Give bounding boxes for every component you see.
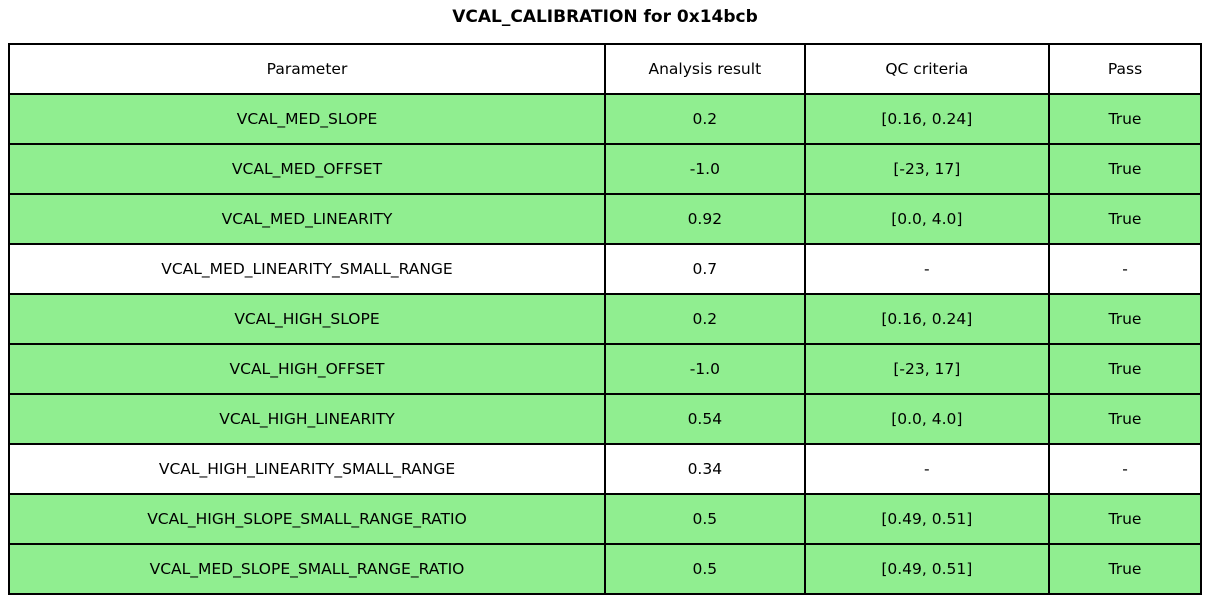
cell-qc-criteria: [-23, 17] [803,343,1051,395]
table-body: VCAL_MED_SLOPE 0.2 [0.16, 0.24] True VCA… [8,93,1202,595]
cell-analysis-result: 0.2 [604,293,806,345]
cell-analysis-result: 0.7 [604,243,806,295]
cell-parameter: VCAL_MED_OFFSET [8,143,606,195]
cell-analysis-result: 0.2 [604,93,806,145]
cell-parameter: VCAL_HIGH_SLOPE_SMALL_RANGE_RATIO [8,493,606,545]
cell-qc-criteria: - [803,443,1051,495]
table-row: VCAL_HIGH_LINEARITY 0.54 [0.0, 4.0] True [8,393,1202,445]
table-row: VCAL_MED_SLOPE 0.2 [0.16, 0.24] True [8,93,1202,145]
cell-qc-criteria: [-23, 17] [803,143,1051,195]
cell-qc-criteria: [0.16, 0.24] [803,293,1051,345]
cell-parameter: VCAL_HIGH_LINEARITY_SMALL_RANGE [8,443,606,495]
cell-qc-criteria: [0.49, 0.51] [803,543,1051,595]
cell-pass: True [1048,293,1202,345]
cell-pass: True [1048,393,1202,445]
table-row: VCAL_MED_LINEARITY_SMALL_RANGE 0.7 - - [8,243,1202,295]
column-header-analysis-result: Analysis result [604,43,806,95]
cell-analysis-result: 0.54 [604,393,806,445]
cell-parameter: VCAL_HIGH_SLOPE [8,293,606,345]
cell-analysis-result: 0.34 [604,443,806,495]
cell-qc-criteria: [0.0, 4.0] [803,193,1051,245]
cell-analysis-result: 0.92 [604,193,806,245]
cell-pass: True [1048,143,1202,195]
table-row: VCAL_HIGH_SLOPE 0.2 [0.16, 0.24] True [8,293,1202,345]
cell-qc-criteria: [0.49, 0.51] [803,493,1051,545]
cell-pass: True [1048,343,1202,395]
cell-pass: - [1048,443,1202,495]
cell-analysis-result: -1.0 [604,143,806,195]
cell-parameter: VCAL_MED_LINEARITY_SMALL_RANGE [8,243,606,295]
cell-analysis-result: 0.5 [604,493,806,545]
cell-parameter: VCAL_MED_SLOPE [8,93,606,145]
cell-analysis-result: 0.5 [604,543,806,595]
table-row: VCAL_HIGH_OFFSET -1.0 [-23, 17] True [8,343,1202,395]
cell-pass: True [1048,493,1202,545]
column-header-parameter: Parameter [8,43,606,95]
cell-qc-criteria: [0.16, 0.24] [803,93,1051,145]
table-row: VCAL_HIGH_LINEARITY_SMALL_RANGE 0.34 - - [8,443,1202,495]
cell-parameter: VCAL_HIGH_OFFSET [8,343,606,395]
table-header-row: Parameter Analysis result QC criteria Pa… [8,43,1202,95]
column-header-qc-criteria: QC criteria [803,43,1051,95]
cell-pass: True [1048,93,1202,145]
table-row: VCAL_MED_SLOPE_SMALL_RANGE_RATIO 0.5 [0.… [8,543,1202,595]
cell-pass: - [1048,243,1202,295]
cell-pass: True [1048,543,1202,595]
cell-parameter: VCAL_MED_SLOPE_SMALL_RANGE_RATIO [8,543,606,595]
cell-pass: True [1048,193,1202,245]
cell-parameter: VCAL_HIGH_LINEARITY [8,393,606,445]
column-header-pass: Pass [1048,43,1202,95]
cell-qc-criteria: [0.0, 4.0] [803,393,1051,445]
cell-parameter: VCAL_MED_LINEARITY [8,193,606,245]
table-row: VCAL_MED_LINEARITY 0.92 [0.0, 4.0] True [8,193,1202,245]
qc-results-table: Parameter Analysis result QC criteria Pa… [8,43,1202,595]
cell-analysis-result: -1.0 [604,343,806,395]
table-row: VCAL_HIGH_SLOPE_SMALL_RANGE_RATIO 0.5 [0… [8,493,1202,545]
table-row: VCAL_MED_OFFSET -1.0 [-23, 17] True [8,143,1202,195]
cell-qc-criteria: - [803,243,1051,295]
page-title: VCAL_CALIBRATION for 0x14bcb [452,7,758,27]
